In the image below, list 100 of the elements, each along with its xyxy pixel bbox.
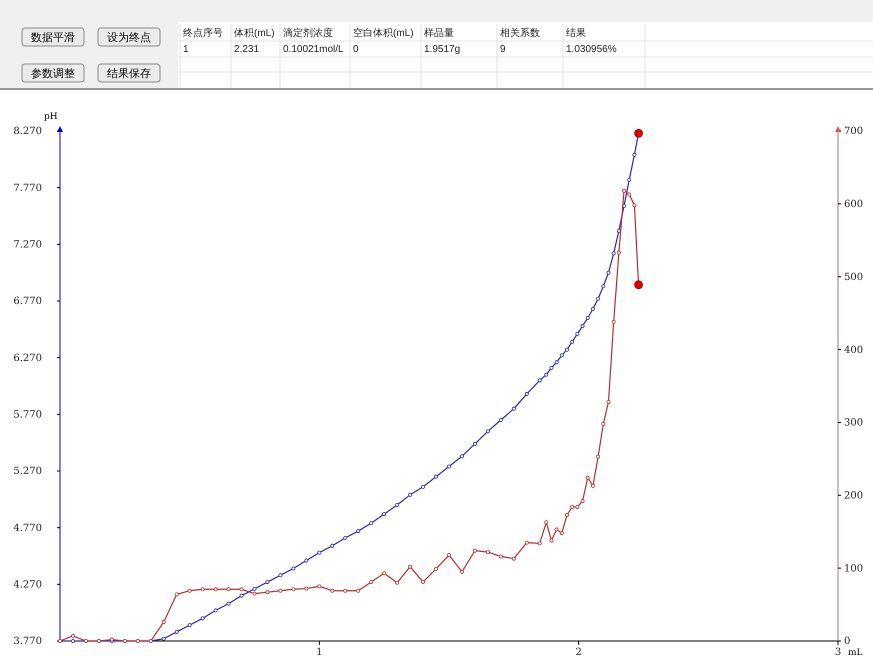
y-tick-label: 6.270 [13,352,42,364]
text: 样品量 [424,27,454,39]
point [188,588,192,593]
point [447,464,451,468]
text: 结果保存 [107,67,151,80]
point [434,566,438,571]
text: 0.10021mol/L [283,44,344,55]
y-tick-label: 7.770 [13,182,42,194]
y-tick-label: 4.770 [13,522,42,534]
point [632,203,636,208]
point [627,192,632,196]
point [570,504,574,509]
point [226,587,231,592]
point [524,392,529,396]
point [590,484,595,488]
point [265,580,270,584]
point [200,616,205,620]
point [291,587,296,592]
point [200,587,205,592]
point [524,540,529,545]
text: 2.231 [234,44,260,55]
point [252,586,256,591]
point [549,366,554,370]
point [565,512,569,517]
text: 0 [353,44,359,55]
point [580,499,585,504]
point [575,332,580,336]
point [304,558,308,563]
text: 终点序号 [183,27,223,39]
point [240,587,244,592]
y-tick-label: 8.270 [13,126,42,138]
point [612,320,616,324]
point [330,588,334,593]
point [601,284,606,288]
point [174,630,179,634]
point [486,429,490,434]
y2-tick-label: 100 [844,563,864,574]
point [162,620,166,624]
point [565,348,569,352]
point [162,636,166,641]
point [460,454,464,458]
x-tick-label: 1 [316,647,323,656]
point [70,639,75,643]
point [575,504,580,509]
point [538,541,542,546]
point [395,580,400,585]
y2-tick-label: 600 [844,199,864,210]
point [421,484,426,489]
point [304,586,308,591]
y-tick-label: 5.770 [13,410,42,421]
point [356,529,360,534]
text: 1.030956% [566,44,617,55]
point [627,178,632,182]
y-tick-label: 7.270 [13,240,42,251]
x-axis-title: mL [848,648,863,656]
point [544,372,548,377]
y-tick-label: 4.270 [13,580,42,591]
point [330,544,334,548]
point [356,588,360,593]
point [214,587,218,592]
x-tick-label: 2 [575,647,582,656]
text: 结果 [566,27,586,39]
text: 1 [183,44,189,55]
point [596,454,600,459]
point [421,580,426,584]
y-tick-label: 5.270 [13,466,42,478]
text: 数据平滑 [31,31,75,44]
text: 空白体积(mL) [353,27,414,39]
point [570,340,574,344]
text: 1.9517g [424,44,460,55]
y-axis-title: pH [44,112,58,122]
y2-tick-label: 300 [844,418,864,429]
y2-tick-label: 200 [844,490,864,502]
y-tick-label: 6.770 [13,296,42,308]
point [538,378,542,382]
point [252,592,256,596]
point [560,353,564,358]
point [486,550,490,554]
point [560,531,564,536]
y-tick-label: 3.770 [13,636,42,648]
point [590,306,595,311]
point [616,250,621,255]
point [612,251,616,256]
point [512,406,516,411]
y2-tick-label: 500 [844,272,864,283]
point [498,418,503,422]
text: 相关系数 [500,27,540,39]
text: 体积(mL) [234,27,275,39]
point [580,324,585,328]
point [554,360,559,364]
point [226,602,231,606]
point [549,538,554,542]
point [460,570,464,574]
point [291,566,296,570]
point [632,152,636,157]
y2-tick-label: 400 [844,344,864,356]
point [369,521,374,526]
point [214,608,218,612]
point [512,556,516,561]
point [265,590,270,594]
